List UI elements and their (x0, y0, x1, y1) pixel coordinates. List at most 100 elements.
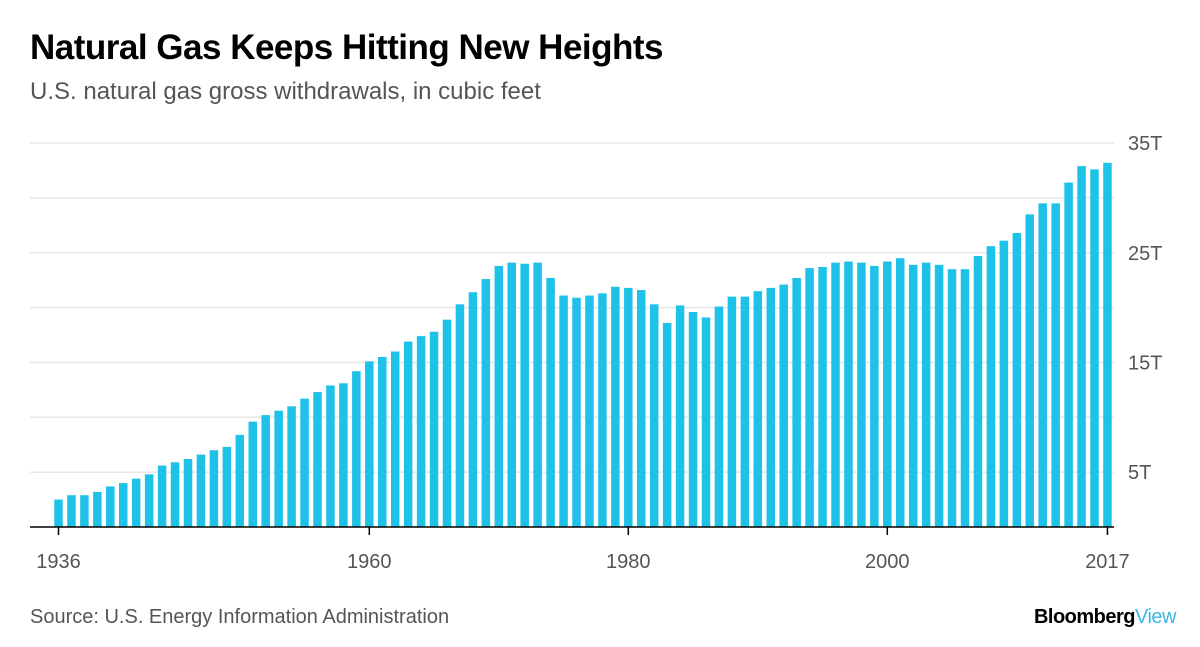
bar-2001 (896, 258, 905, 527)
bar-1938 (80, 495, 89, 527)
bar-2003 (921, 262, 931, 527)
bar-1948 (209, 450, 219, 527)
bar-1941 (119, 483, 128, 527)
bar-2006 (960, 269, 970, 527)
bar-1937 (67, 495, 76, 527)
bar-1984 (675, 305, 685, 527)
x-tick-label-1960: 1960 (347, 551, 392, 573)
bar-1976 (572, 297, 581, 527)
bar-1985 (688, 311, 698, 527)
bar-1964 (416, 336, 426, 527)
bar-1952 (261, 415, 270, 527)
bar-2002 (908, 264, 918, 527)
bar-1950 (235, 434, 245, 527)
y-tick-label-25T: 25T (1128, 243, 1162, 265)
bar-1979 (611, 286, 620, 527)
y-tick-label-15T: 15T (1128, 352, 1162, 374)
bar-1978 (598, 293, 607, 527)
chart-subtitle: U.S. natural gas gross withdrawals, in c… (30, 78, 541, 105)
bar-1986 (701, 317, 711, 527)
source-note: Source: U.S. Energy Information Administ… (30, 606, 450, 628)
brand-name: Bloomberg (1033, 606, 1136, 628)
bars (54, 162, 1112, 528)
bar-1945 (170, 462, 180, 527)
bar-1977 (585, 295, 594, 527)
x-tick-label-2017: 2017 (1085, 551, 1130, 573)
bar-2014 (1064, 182, 1073, 528)
bar-1946 (183, 458, 193, 527)
bar-2009 (999, 240, 1009, 528)
bar-2008 (986, 246, 996, 527)
chart-title: Natural Gas Keeps Hitting New Heights (30, 28, 664, 67)
bar-1940 (106, 486, 115, 527)
bar-2007 (973, 256, 983, 527)
bar-2017 (1103, 162, 1112, 527)
bar-1966 (442, 319, 452, 527)
bar-1996 (831, 262, 840, 527)
bar-1953 (274, 410, 283, 527)
bar-1947 (196, 454, 206, 527)
bar-1955 (300, 398, 309, 527)
y-tick-label-5T: 5T (1128, 462, 1151, 484)
bar-2000 (883, 261, 892, 527)
x-axis (30, 526, 1114, 535)
bar-1942 (131, 478, 141, 527)
bar-2005 (947, 269, 957, 527)
bar-1963 (403, 341, 413, 527)
bar-1954 (287, 406, 296, 527)
bar-1956 (313, 392, 322, 527)
bar-1961 (378, 356, 387, 527)
bar-1962 (390, 351, 400, 527)
bar-1998 (857, 262, 866, 527)
bar-1967 (455, 304, 465, 527)
bar-1987 (714, 306, 724, 527)
bar-1943 (144, 474, 154, 527)
bar-1988 (727, 296, 737, 527)
bar-1981 (637, 290, 646, 527)
y-tick-label-35T: 35T (1128, 133, 1162, 155)
bar-1944 (157, 465, 167, 527)
bar-1975 (559, 295, 568, 527)
bar-1995 (818, 267, 827, 527)
bar-2013 (1051, 203, 1060, 527)
bar-2016 (1090, 169, 1099, 528)
bar-1951 (248, 421, 257, 527)
bar-1970 (494, 265, 504, 527)
bar-1989 (740, 296, 750, 527)
bar-2010 (1012, 233, 1022, 527)
bar-1971 (507, 262, 516, 527)
bar-1965 (429, 331, 439, 527)
bar-1974 (546, 277, 555, 527)
bar-2012 (1038, 203, 1047, 527)
x-axis-tick-labels: 1936 1960 1980 2000 2017 (36, 551, 1129, 573)
bar-2015 (1077, 166, 1086, 527)
bar-1982 (649, 304, 659, 527)
bar-1958 (339, 383, 348, 527)
bar-1959 (352, 371, 361, 527)
bar-1980 (624, 287, 633, 527)
bar-1993 (792, 277, 801, 527)
bar-1960 (365, 361, 374, 527)
bar-1939 (93, 491, 102, 527)
bar-2011 (1025, 214, 1034, 528)
y-axis-tick-labels: 5T 15T 25T 35T (1128, 133, 1162, 484)
bar-1968 (468, 292, 478, 527)
bar-1992 (779, 284, 788, 527)
bar-1994 (805, 268, 814, 527)
bar-1997 (844, 261, 853, 527)
x-tick-label-1980: 1980 (606, 551, 651, 573)
bar-1990 (753, 291, 763, 527)
bar-2004 (934, 264, 944, 527)
bar-1949 (222, 446, 232, 527)
bar-1972 (520, 263, 529, 527)
bloomberg-view-logo: BloombergView (1033, 606, 1177, 629)
bar-1936 (54, 499, 63, 527)
brand-suffix: View (1135, 606, 1177, 628)
bar-1983 (662, 322, 672, 527)
bar-1999 (870, 265, 879, 527)
bar-1957 (326, 385, 335, 527)
x-tick-label-1936: 1936 (36, 551, 81, 573)
bar-1973 (533, 262, 542, 527)
bar-1969 (481, 279, 491, 527)
